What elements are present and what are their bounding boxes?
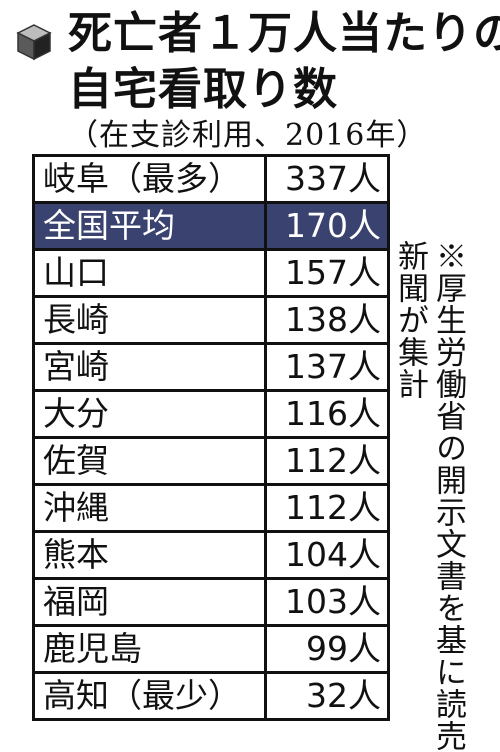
value-label: 157人	[264, 248, 390, 298]
value-label: 116人	[264, 389, 390, 439]
value-label: 112人	[264, 483, 390, 533]
table-row: 山口 157人	[32, 248, 390, 298]
prefecture-label: 沖縄	[32, 483, 267, 533]
chart-title-line2: 自宅看取り数	[68, 64, 338, 115]
prefecture-label: 大分	[32, 389, 267, 439]
table-row: 高知（最少） 32人	[32, 671, 390, 721]
value-label: 138人	[264, 295, 390, 345]
prefecture-label: 宮崎	[32, 342, 267, 392]
value-label: 170人	[264, 201, 390, 251]
table-row: 佐賀 112人	[32, 436, 390, 486]
table-row: 福岡 103人	[32, 577, 390, 627]
chart-subtitle: （在支診利用、2016年）	[68, 118, 428, 153]
prefecture-label: 山口	[32, 248, 267, 298]
prefecture-label: 全国平均	[32, 201, 267, 251]
table-row: 熊本 104人	[32, 530, 390, 580]
value-label: 99人	[264, 624, 390, 674]
chart-title-line1: 死亡者１万人当たりの	[68, 8, 500, 59]
prefecture-label: 熊本	[32, 530, 267, 580]
prefecture-label: 鹿児島	[32, 624, 267, 674]
value-label: 337人	[264, 154, 390, 204]
table-row: 岐阜（最多） 337人	[32, 154, 390, 204]
value-label: 32人	[264, 671, 390, 721]
source-note-line2: 新聞が集計	[392, 240, 428, 400]
table-row: 宮崎 137人	[32, 342, 390, 392]
ranking-table: 岐阜（最多） 337人 全国平均 170人 山口 157人 長崎 138人 宮崎 137人 大分 11…	[32, 154, 390, 721]
value-label: 104人	[264, 530, 390, 580]
prefecture-label: 岐阜（最多）	[32, 154, 267, 204]
table-row: 沖縄 112人	[32, 483, 390, 533]
value-label: 112人	[264, 436, 390, 486]
table-row: 長崎 138人	[32, 295, 390, 345]
table-row: 大分 116人	[32, 389, 390, 439]
value-label: 137人	[264, 342, 390, 392]
prefecture-label: 福岡	[32, 577, 267, 627]
prefecture-label: 佐賀	[32, 436, 267, 486]
prefecture-label: 長崎	[32, 295, 267, 345]
table-row: 全国平均 170人	[32, 201, 390, 251]
value-label: 103人	[264, 577, 390, 627]
prefecture-label: 高知（最少）	[32, 671, 267, 721]
cube-icon	[16, 24, 52, 61]
table-row: 鹿児島 99人	[32, 624, 390, 674]
source-note-line1: ※厚生労働省の開示文書を基に読売	[430, 240, 466, 752]
